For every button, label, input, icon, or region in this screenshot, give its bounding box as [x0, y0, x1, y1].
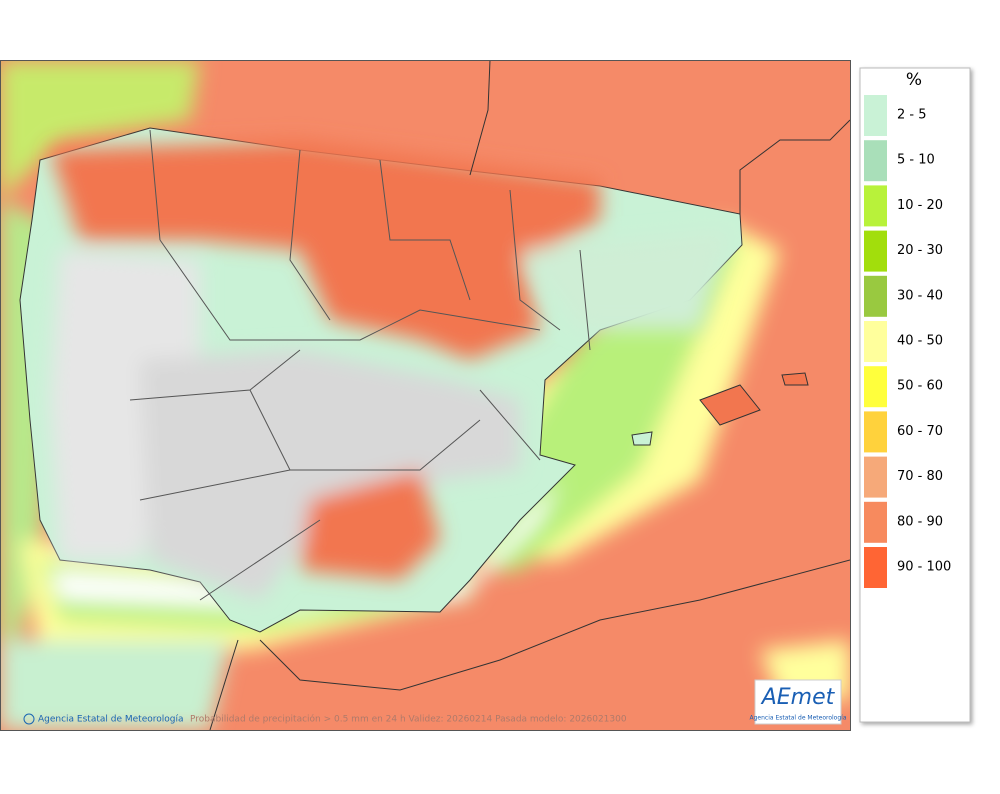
- legend-label: 40 - 50: [897, 334, 943, 349]
- france-border: [469, 60, 850, 215]
- legend-label: 70 - 80: [897, 469, 943, 484]
- legend-swatch: [864, 411, 887, 453]
- legend-label: 5 - 10: [897, 153, 935, 168]
- legend-label: 90 - 100: [897, 560, 951, 575]
- legend-swatch: [864, 501, 887, 543]
- legend-swatch: [864, 230, 887, 272]
- legend: % 2 - 5 5 - 10 10 - 20 20 - 30 30 - 40 40 - 5…: [859, 67, 971, 723]
- legend-label: 2 - 5: [897, 108, 927, 123]
- menorca: [781, 372, 809, 386]
- prob-bands: [0, 60, 850, 730]
- ibiza: [631, 431, 653, 446]
- mallorca: [699, 384, 761, 426]
- legend-swatch: [864, 185, 887, 227]
- logo-subtitle: Agencia Estatal de Meteorología: [750, 715, 847, 722]
- legend-swatch: [864, 321, 887, 362]
- legend-swatch: [864, 95, 887, 136]
- legend-label: 60 - 70: [897, 424, 943, 439]
- logo-box: [754, 679, 842, 725]
- copyright-icon: [23, 713, 35, 725]
- logo: AEmet: [760, 685, 836, 710]
- legend-label: 80 - 90: [897, 514, 943, 529]
- legend-label: 20 - 30: [897, 243, 943, 258]
- region-borders: [129, 129, 591, 601]
- morocco-coast: [209, 639, 239, 730]
- footer-caption: Probabilidad de precipitación > 0.5 mm e…: [190, 714, 627, 725]
- legend-swatch: [864, 366, 887, 408]
- footer-credit: Agencia Estatal de Meteorología: [38, 715, 184, 725]
- legend-swatch: [864, 456, 887, 498]
- legend-label: 30 - 40: [897, 288, 943, 303]
- africa-coast: [259, 559, 850, 691]
- map: [0, 60, 850, 730]
- legend-label: 10 - 20: [897, 198, 943, 213]
- land-bands: [50, 140, 730, 600]
- legend-label: 50 - 60: [897, 379, 943, 394]
- legend-swatch: [864, 140, 887, 182]
- legend-title: %: [906, 70, 922, 90]
- map-frame: [0, 60, 851, 731]
- legend-swatch: [864, 275, 887, 317]
- legend-swatch: [864, 547, 887, 588]
